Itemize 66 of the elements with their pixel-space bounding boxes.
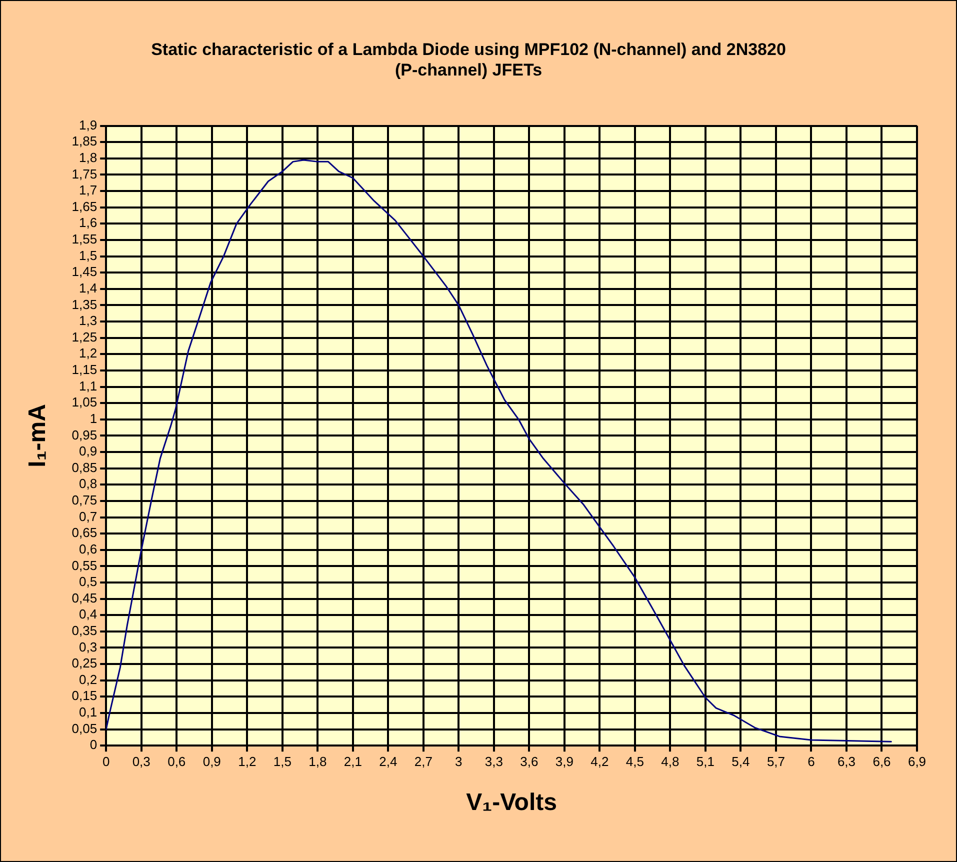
x-axis-title: V₁-Volts [466,789,557,816]
y-tick-label: 0,15 [72,688,98,704]
y-tick-label: 1,45 [72,264,98,280]
y-tick-label: 1,7 [79,182,98,198]
x-tick-label: 5,1 [696,754,714,769]
y-tick-label: 0,1 [79,704,98,720]
x-tick-label: 5,4 [732,754,750,769]
y-tick-label: 0,3 [79,639,98,654]
y-tick-label: 1,65 [72,198,98,214]
x-tick-label: 0,6 [168,754,186,769]
x-tick-label: 1,5 [273,754,292,769]
x-tick-label: 0,9 [202,754,221,769]
x-tick-label: 4,2 [590,754,609,769]
x-tick-label: 3,3 [484,754,503,769]
y-tick-label: 0,4 [79,606,98,622]
x-tick-label: 3 [455,754,462,769]
y-tick-label: 1,5 [79,248,98,263]
y-tick-label: 1,05 [72,394,98,410]
y-tick-label: 0,5 [79,574,98,590]
x-tick-label: 1,2 [238,754,256,769]
y-tick-label: 0,2 [79,672,98,687]
y-tick-label: 0,45 [72,590,98,606]
y-tick-label: 1,6 [79,215,98,230]
x-tick-label: 4,5 [626,754,644,769]
y-tick-label: 1,55 [72,232,98,247]
y-tick-label: 0,05 [72,720,98,736]
y-axis-title: I₁-mA [24,404,52,468]
x-tick-label: 2,1 [344,754,362,769]
y-tick-label: 0,75 [72,492,98,508]
y-tick-label: 0,55 [72,558,98,573]
y-tick-label: 0,8 [79,476,98,492]
y-tick-label: 0,9 [79,444,98,459]
y-tick-label: 0,65 [72,525,98,540]
y-tick-label: 0 [90,737,98,752]
x-tick-label: 6 [808,754,815,769]
y-tick-label: 1,85 [72,134,98,149]
x-tick-label: 1,8 [308,754,327,769]
y-tick-label: 1,8 [79,150,98,165]
y-tick-label: 0,85 [72,460,98,475]
x-tick-label: 6,3 [837,754,856,769]
y-tick-label: 1,4 [79,280,98,296]
y-tick-label: 1,35 [72,296,98,312]
y-tick-label: 1,75 [72,166,98,182]
y-tick-label: 0,6 [79,541,98,556]
y-tick-label: 1,9 [79,117,98,132]
x-tick-label: 3,6 [520,754,538,769]
y-tick-label: 1,15 [72,362,98,378]
y-tick-label: 0,35 [72,623,98,638]
y-tick-label: 1,2 [79,346,98,361]
x-tick-label: 3,9 [555,754,574,769]
x-tick-label: 6,6 [872,754,891,769]
x-tick-label: 6,9 [908,754,926,769]
chart-title: Static characteristic of a Lambda Diode using MPF102 (N-channel) and 2N3820 (P-channel) JFETs [151,40,786,80]
y-tick-label: 0,95 [72,427,98,442]
y-tick-label: 1,3 [79,313,98,328]
y-tick-label: 1 [90,410,98,426]
x-tick-label: 4,8 [661,754,680,769]
y-tick-label: 1,1 [79,378,98,394]
x-tick-label: 0,3 [132,754,150,769]
y-tick-label: 0,7 [79,508,98,524]
x-tick-label: 0 [102,754,110,769]
x-tick-label: 5,7 [766,754,786,769]
y-tick-label: 1,25 [72,329,98,344]
y-tick-label: 0,25 [72,656,98,671]
x-tick-label: 2,4 [379,754,398,769]
x-tick-label: 2,7 [414,754,432,769]
